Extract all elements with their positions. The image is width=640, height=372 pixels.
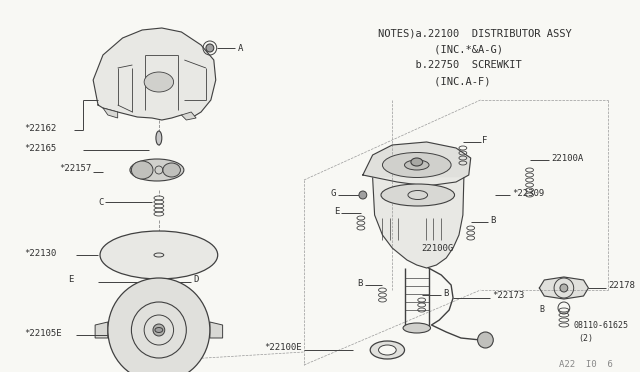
Polygon shape bbox=[103, 108, 118, 118]
Text: E: E bbox=[334, 206, 339, 215]
Text: 08110-61625: 08110-61625 bbox=[573, 321, 628, 330]
Text: D: D bbox=[193, 276, 198, 285]
Text: B: B bbox=[358, 279, 363, 288]
Text: NOTES)a.22100  DISTRIBUTOR ASSY: NOTES)a.22100 DISTRIBUTOR ASSY bbox=[378, 28, 572, 38]
Ellipse shape bbox=[404, 160, 429, 170]
Polygon shape bbox=[95, 322, 108, 338]
Text: b.22750  SCREWKIT: b.22750 SCREWKIT bbox=[378, 60, 522, 70]
Ellipse shape bbox=[100, 231, 218, 279]
Ellipse shape bbox=[381, 184, 454, 206]
Polygon shape bbox=[93, 28, 216, 120]
Ellipse shape bbox=[383, 153, 451, 177]
Circle shape bbox=[108, 278, 210, 372]
Polygon shape bbox=[540, 277, 588, 299]
Circle shape bbox=[153, 324, 164, 336]
Text: (INC.A-F): (INC.A-F) bbox=[378, 76, 490, 86]
Ellipse shape bbox=[370, 341, 404, 359]
Ellipse shape bbox=[144, 72, 173, 92]
Text: *22173: *22173 bbox=[492, 292, 525, 301]
Text: G: G bbox=[331, 189, 337, 198]
Text: B: B bbox=[444, 289, 449, 298]
Text: A: A bbox=[238, 44, 244, 52]
Polygon shape bbox=[372, 178, 464, 268]
Ellipse shape bbox=[131, 161, 153, 179]
Ellipse shape bbox=[378, 345, 396, 355]
Ellipse shape bbox=[403, 323, 431, 333]
Text: A22  I0  6: A22 I0 6 bbox=[559, 360, 612, 369]
Ellipse shape bbox=[156, 131, 162, 145]
Text: *22105E: *22105E bbox=[24, 328, 62, 337]
Circle shape bbox=[206, 44, 214, 52]
Polygon shape bbox=[181, 112, 196, 120]
Polygon shape bbox=[363, 142, 470, 186]
Text: *22309: *22309 bbox=[512, 189, 544, 198]
Text: *22100E: *22100E bbox=[264, 343, 302, 353]
Text: B: B bbox=[490, 215, 496, 224]
Text: *22165: *22165 bbox=[24, 144, 57, 153]
Polygon shape bbox=[210, 322, 223, 338]
Text: 22100A: 22100A bbox=[551, 154, 584, 163]
Text: (INC.*&A-G): (INC.*&A-G) bbox=[378, 44, 502, 54]
Circle shape bbox=[359, 191, 367, 199]
Ellipse shape bbox=[155, 327, 163, 333]
Text: (2): (2) bbox=[579, 334, 593, 343]
Circle shape bbox=[477, 332, 493, 348]
Text: *22130: *22130 bbox=[24, 248, 57, 257]
Text: E: E bbox=[68, 276, 74, 285]
Circle shape bbox=[560, 284, 568, 292]
Text: B: B bbox=[540, 305, 544, 314]
Text: 22178: 22178 bbox=[608, 282, 635, 291]
Ellipse shape bbox=[130, 159, 184, 181]
Text: F: F bbox=[483, 135, 488, 144]
Text: *22157: *22157 bbox=[59, 164, 91, 173]
Ellipse shape bbox=[163, 163, 180, 177]
Text: 22100G: 22100G bbox=[422, 244, 454, 253]
Text: C: C bbox=[98, 198, 104, 206]
Ellipse shape bbox=[411, 158, 422, 166]
Text: *22162: *22162 bbox=[24, 124, 57, 132]
